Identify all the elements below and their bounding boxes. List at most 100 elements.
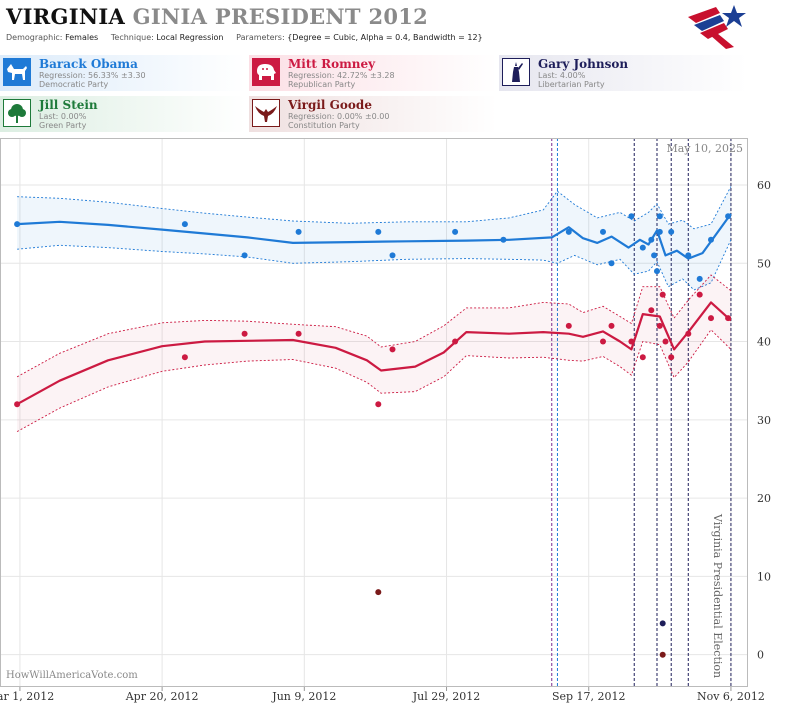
x-tick-label: Nov 6, 2012 — [697, 690, 765, 703]
mitt-romney-poll-point — [295, 330, 302, 337]
candidate-name: Gary Johnson — [538, 57, 629, 71]
watermark: HowWillAmericaVote.com — [6, 670, 138, 681]
plot-border — [0, 138, 748, 687]
mitt-romney-poll-point — [662, 338, 669, 345]
candidate-stat: Last: 0.00% — [39, 112, 87, 121]
barack-obama-poll-point — [608, 260, 615, 267]
candidate-name: Barack Obama — [39, 57, 138, 71]
candidate-stat: Regression: 0.00% ±0.00 — [288, 112, 390, 121]
candidate-stein[interactable]: Jill Stein Last: 0.00% Green Party — [0, 96, 246, 132]
candidate-stat: Last: 4.00% — [538, 71, 586, 80]
y-tick-label: 0 — [757, 649, 764, 662]
barack-obama-poll-point — [628, 213, 635, 220]
parameters-label: Parameters: — [236, 33, 285, 42]
technique-label: Technique: — [110, 33, 154, 42]
site-logo-icon — [688, 5, 746, 49]
barack-obama-poll-point — [651, 252, 658, 259]
barack-obama-poll-point — [708, 236, 714, 243]
mitt-romney-poll-point — [389, 346, 396, 353]
election-label: Virginia Presidential Election — [711, 513, 724, 678]
mitt-romney-poll-point — [600, 338, 606, 345]
liberty-statue-icon — [502, 58, 530, 86]
candidate-stat: Regression: 42.72% ±3.28 — [288, 71, 395, 80]
candidate-party: Republican Party — [288, 80, 356, 89]
candidate-party: Libertarian Party — [538, 80, 605, 89]
parameters-line: Demographic: Females Technique: Local Re… — [6, 33, 483, 42]
x-tick-label: Jul 29, 2012 — [412, 690, 481, 703]
demographic-label: Demographic: — [6, 33, 63, 42]
mitt-romney-poll-point — [241, 330, 248, 337]
barack-obama-poll-point — [600, 228, 606, 235]
mitt-romney-poll-point — [708, 315, 714, 322]
virgil-goode-poll-point — [659, 651, 666, 658]
candidate-name: Mitt Romney — [288, 57, 376, 71]
candidate-romney[interactable]: Mitt Romney Regression: 42.72% ±3.28 Rep… — [249, 55, 497, 91]
confidence-bands — [16, 186, 732, 432]
tree-icon — [3, 99, 31, 127]
barack-obama-poll-point — [696, 275, 703, 282]
barack-obama-poll-point — [654, 268, 660, 275]
x-tick-label: Jun 9, 2012 — [271, 690, 336, 703]
candidate-stat: Regression: 56.33% ±3.30 — [39, 71, 146, 80]
technique-value: Local Regression — [156, 33, 224, 42]
barack-obama-poll-point — [685, 252, 692, 259]
x-tick-label: Sep 17, 2012 — [552, 690, 626, 703]
date-stamp: May 10, 2025 — [666, 142, 743, 155]
mitt-romney-poll-point — [725, 315, 732, 322]
mitt-romney-poll-point — [375, 401, 382, 408]
mitt-romney-poll-point — [696, 291, 703, 298]
mitt-romney-poll-point — [639, 354, 646, 361]
candidate-name: Virgil Goode — [288, 98, 372, 112]
barack-obama-poll-point — [725, 213, 732, 220]
chart-container: 0 10 20 30 40 50 60 Mar 1, 2012 Apr 20, 2012 Jun … — [0, 138, 789, 704]
mitt-romney-poll-point — [656, 322, 663, 329]
x-tick-label: Apr 20, 2012 — [125, 690, 199, 703]
mitt-romney-poll-point — [628, 338, 635, 345]
y-tick-label: 30 — [757, 414, 771, 427]
gary-johnson-poll-point — [659, 620, 666, 627]
candidate-obama[interactable]: Barack Obama Regression: 56.33% ±3.30 De… — [0, 55, 246, 91]
mitt-romney-poll-point — [565, 322, 572, 329]
mitt-romney-poll-point — [648, 307, 655, 314]
mitt-romney-poll-point — [668, 354, 675, 361]
candidate-goode[interactable]: Virgil Goode Regression: 0.00% ±0.00 Con… — [249, 96, 497, 132]
barack-obama-poll-point — [656, 228, 663, 235]
barack-obama-poll-point — [500, 236, 507, 243]
state-name: VIRGINIA — [6, 4, 126, 29]
axes: 0 10 20 30 40 50 60 Mar 1, 2012 Apr 20, 2012 Jun … — [0, 179, 771, 703]
barack-obama-poll-point — [389, 252, 396, 259]
y-tick-label: 60 — [757, 179, 771, 192]
mitt-romney-poll-point — [659, 291, 666, 298]
barack-obama-poll-point — [295, 228, 302, 235]
mitt-romney-upper-bound — [16, 274, 732, 378]
mitt-romney-poll-point — [181, 354, 188, 361]
barack-obama-poll-point — [181, 221, 188, 228]
y-tick-label: 20 — [757, 492, 771, 505]
barack-obama-poll-point — [656, 213, 663, 220]
poll-points — [14, 213, 732, 658]
barack-obama-upper-bound — [17, 186, 732, 230]
barack-obama-poll-point — [241, 252, 248, 259]
donkey-icon — [3, 58, 31, 86]
eagle-icon — [252, 99, 280, 127]
elephant-icon — [252, 58, 280, 86]
candidate-name: Jill Stein — [39, 98, 98, 112]
candidate-party: Democratic Party — [39, 80, 109, 89]
candidate-johnson[interactable]: Gary Johnson Last: 4.00% Libertarian Par… — [499, 55, 747, 91]
candidate-party: Constitution Party — [288, 121, 360, 130]
barack-obama-poll-point — [668, 228, 675, 235]
barack-obama-band — [17, 186, 731, 290]
mitt-romney-poll-point — [685, 330, 692, 337]
barack-obama-poll-point — [639, 244, 646, 251]
barack-obama-poll-point — [565, 228, 572, 235]
race-name: GINIA PRESIDENT 2012 — [132, 4, 429, 29]
parameters-value: {Degree = Cubic, Alpha = 0.4, Bandwidth … — [287, 33, 483, 42]
mitt-romney-poll-point — [452, 338, 459, 345]
page-title: VIRGINIA GINIA PRESIDENT 2012 — [6, 4, 428, 29]
poll-chart: 0 10 20 30 40 50 60 Mar 1, 2012 Apr 20, 2012 Jun … — [0, 138, 771, 703]
mitt-romney-poll-point — [14, 401, 21, 408]
barack-obama-poll-point — [452, 228, 459, 235]
barack-obama-poll-point — [648, 236, 655, 243]
barack-obama-trend-line — [17, 213, 732, 260]
x-tick-label: Mar 1, 2012 — [0, 690, 54, 703]
